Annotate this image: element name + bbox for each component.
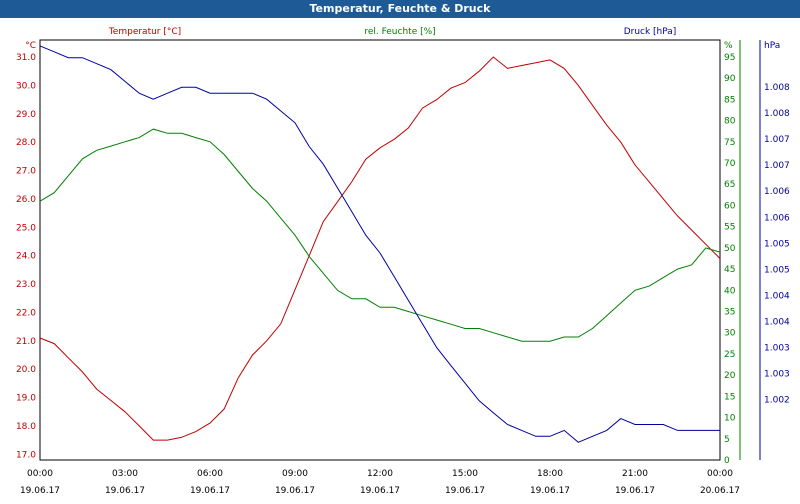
humidity-tick-label: 30 bbox=[724, 329, 736, 339]
humidity-tick-label: 15 bbox=[724, 392, 735, 402]
pressure-unit-label: hPa bbox=[764, 41, 780, 51]
x-tick-time: 12:00 bbox=[367, 469, 393, 479]
temperature-tick-label: 23.0 bbox=[16, 280, 36, 290]
temperature-tick-label: 20.0 bbox=[16, 365, 36, 375]
humidity-tick-label: 10 bbox=[724, 414, 736, 424]
x-tick-time: 00:00 bbox=[707, 469, 733, 479]
pressure-tick-label: 1.007 bbox=[764, 135, 790, 145]
temperature-tick-label: 24.0 bbox=[16, 252, 36, 262]
temperature-line bbox=[39, 56, 721, 441]
x-tick-time: 00:00 bbox=[27, 469, 53, 479]
pressure-axis-label: Druck [hPa] bbox=[624, 27, 677, 37]
x-tick-date: 19.06.17 bbox=[615, 486, 655, 496]
pressure-line bbox=[39, 45, 720, 443]
humidity-tick-label: 85 bbox=[724, 95, 735, 105]
temperature-tick-label: 30.0 bbox=[16, 81, 36, 91]
humidity-tick-label: 60 bbox=[724, 201, 736, 211]
pressure-tick-label: 1.005 bbox=[764, 265, 790, 275]
x-tick-time: 15:00 bbox=[452, 469, 478, 479]
x-tick-time: 03:00 bbox=[112, 469, 138, 479]
pressure-tick-label: 1.002 bbox=[764, 396, 790, 406]
humidity-tick-label: 25 bbox=[724, 350, 735, 360]
x-tick-date: 19.06.17 bbox=[105, 486, 145, 496]
humidity-axis-label: rel. Feuchte [%] bbox=[364, 27, 435, 37]
pressure-tick-label: 1.003 bbox=[764, 370, 790, 380]
humidity-tick-label: 45 bbox=[724, 265, 735, 275]
humidity-tick-label: 65 bbox=[724, 180, 735, 190]
pressure-tick-label: 1.005 bbox=[764, 239, 790, 249]
humidity-tick-label: 35 bbox=[724, 308, 735, 318]
chart: 00:00 19.06.17 03:00 19.06.17 06:00 19.06.17 0… bbox=[16, 27, 790, 496]
pressure-tick-label: 1.007 bbox=[764, 161, 790, 171]
pressure-tick-label: 1.006 bbox=[764, 213, 790, 223]
x-tick-time: 09:00 bbox=[282, 469, 308, 479]
humidity-tick-label: 55 bbox=[724, 223, 735, 233]
pressure-tick-label: 1.004 bbox=[764, 291, 790, 301]
temperature-tick-label: 25.0 bbox=[16, 223, 36, 233]
series-lines bbox=[39, 45, 721, 443]
x-tick-time: 18:00 bbox=[537, 469, 563, 479]
x-tick-date: 19.06.17 bbox=[190, 486, 230, 496]
pressure-tick-label: 1.004 bbox=[764, 317, 790, 327]
plot-area bbox=[39, 39, 721, 461]
x-tick-time: 21:00 bbox=[622, 469, 648, 479]
humidity-tick-label: 80 bbox=[724, 117, 736, 127]
x-tick-date: 20.06.17 bbox=[700, 486, 740, 496]
temperature-tick-label: 26.0 bbox=[16, 195, 36, 205]
axes bbox=[39, 39, 761, 461]
temperature-tick-label: 29.0 bbox=[16, 110, 36, 120]
humidity-tick-label: 50 bbox=[724, 244, 736, 254]
x-tick-date: 19.06.17 bbox=[275, 486, 315, 496]
chart-title: Temperatur, Feuchte & Druck bbox=[0, 0, 800, 18]
axis-headers: °C% hPa Temperatur [°C] rel. Feuchte [%] Dru… bbox=[25, 27, 780, 51]
x-tick-date: 19.06.17 bbox=[20, 486, 60, 496]
humidity-tick-label: 90 bbox=[724, 74, 736, 84]
x-tick-time: 06:00 bbox=[197, 469, 223, 479]
temperature-axis-label: Temperatur [°C] bbox=[108, 27, 181, 37]
temperature-tick-label: 22.0 bbox=[16, 308, 36, 318]
humidity-tick-label: 75 bbox=[724, 138, 735, 148]
pressure-tick-label: 1.003 bbox=[764, 343, 790, 353]
pressure-tick-label: 1.006 bbox=[764, 187, 790, 197]
temperature-tick-label: 18.0 bbox=[16, 422, 36, 432]
chart-frame: 00:00 19.06.17 03:00 19.06.17 06:00 19.06.17 0… bbox=[0, 18, 800, 500]
temperature-tick-label: 28.0 bbox=[16, 138, 36, 148]
humidity-tick-label: 40 bbox=[724, 286, 736, 296]
humidity-tick-label: 5 bbox=[724, 435, 730, 445]
humidity-tick-label: 20 bbox=[724, 371, 736, 381]
x-tick-date: 19.06.17 bbox=[530, 486, 570, 496]
pressure-tick-label: 1.008 bbox=[764, 109, 790, 119]
x-tick-date: 19.06.17 bbox=[360, 486, 400, 496]
tick-labels: 00:00 19.06.17 03:00 19.06.17 06:00 19.06.17 0… bbox=[16, 53, 790, 496]
temperature-unit-label: °C bbox=[25, 41, 36, 51]
humidity-tick-label: 0 bbox=[724, 456, 730, 466]
temperature-tick-label: 27.0 bbox=[16, 167, 36, 177]
humidity-tick-label: 70 bbox=[724, 159, 736, 169]
x-tick-date: 19.06.17 bbox=[445, 486, 485, 496]
humidity-tick-label: 95 bbox=[724, 53, 735, 63]
temperature-tick-label: 21.0 bbox=[16, 337, 36, 347]
pressure-tick-label: 1.008 bbox=[764, 83, 790, 93]
temperature-tick-label: 19.0 bbox=[16, 394, 36, 404]
humidity-unit-label: % bbox=[724, 41, 733, 51]
temperature-tick-label: 31.0 bbox=[16, 53, 36, 63]
humidity-line bbox=[39, 128, 721, 342]
temperature-tick-label: 17.0 bbox=[16, 450, 36, 460]
